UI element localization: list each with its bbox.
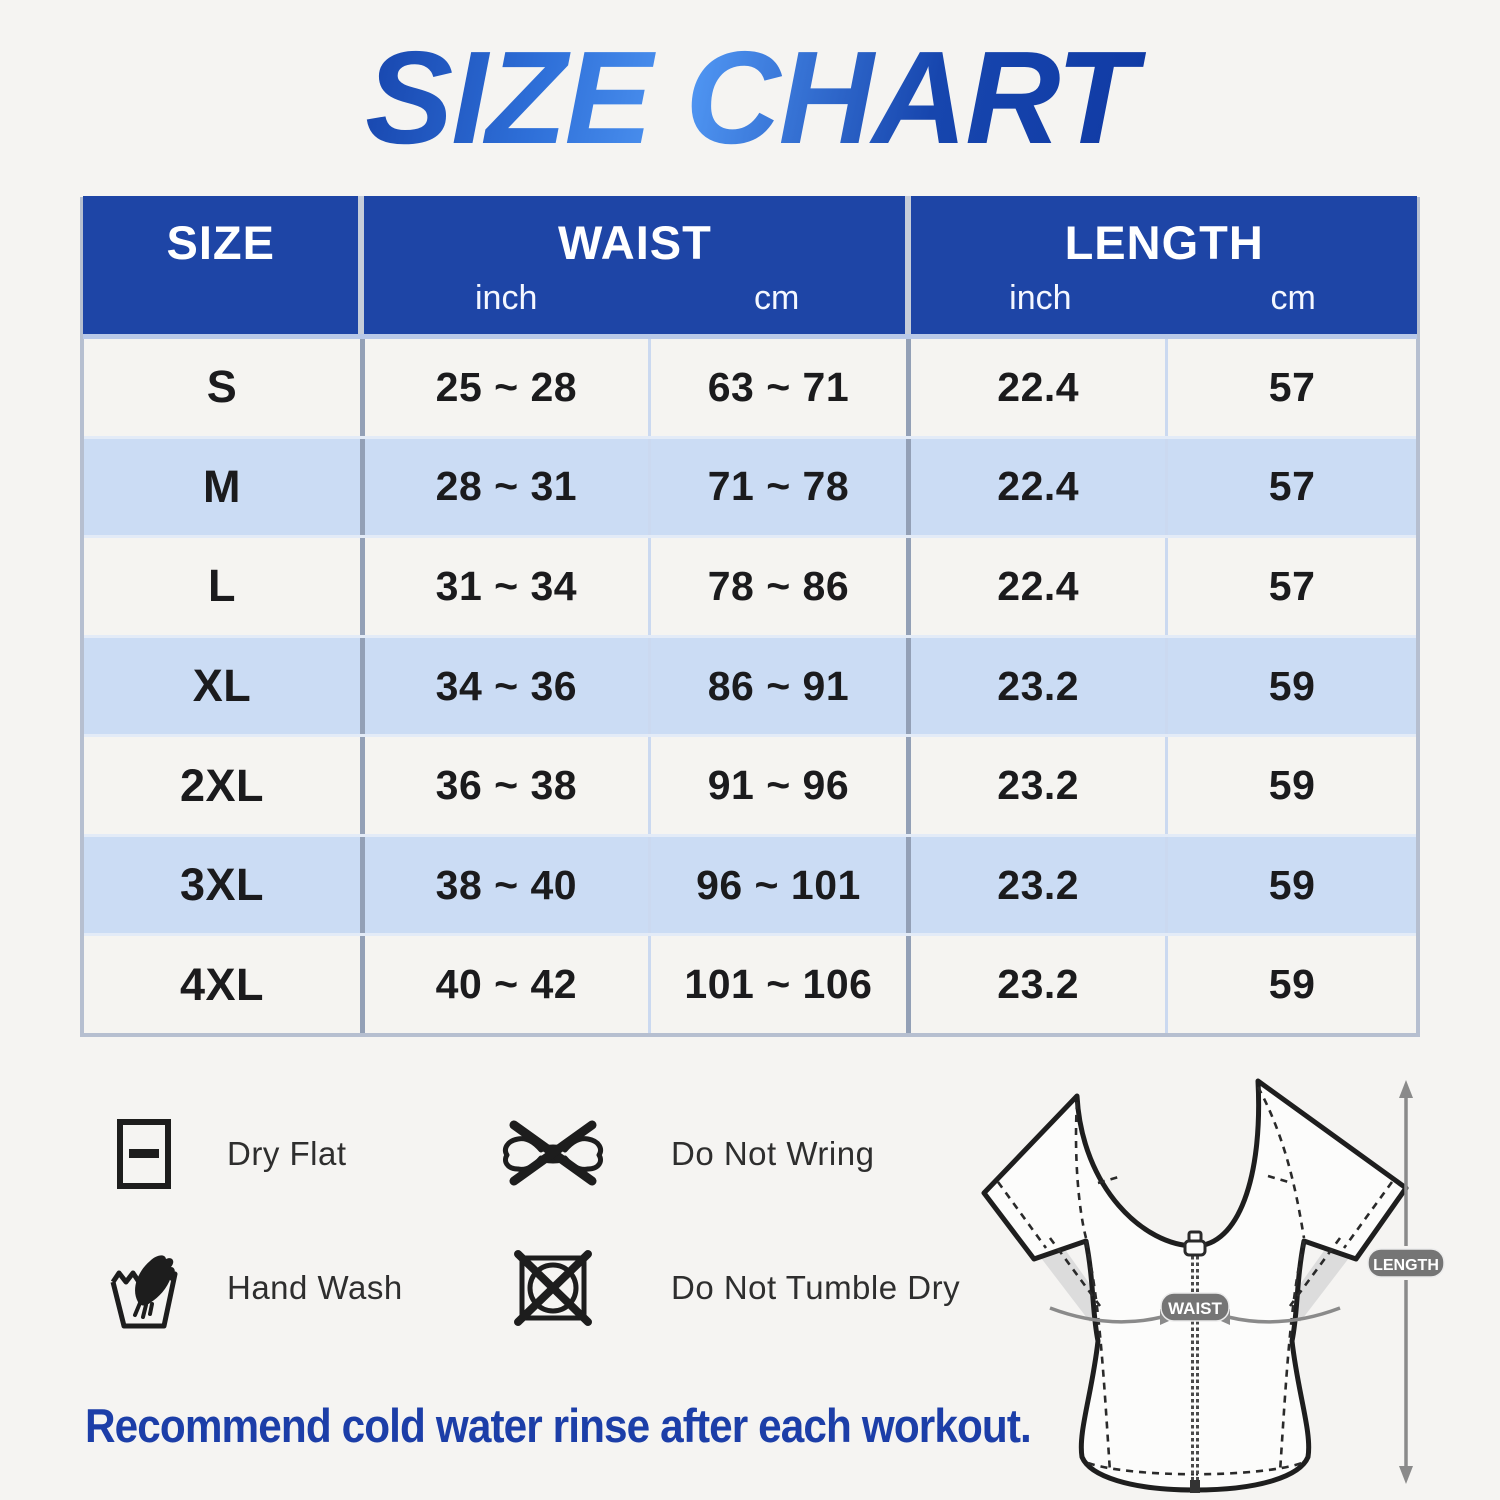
header-length-cell: LENGTH inch cm bbox=[911, 196, 1417, 334]
header-waist-cell: WAIST inch cm bbox=[364, 196, 912, 334]
cell-length-cm: 59 bbox=[1268, 861, 1316, 908]
header-length-units: inch cm bbox=[911, 273, 1417, 323]
cell-waist-inch: 40 ~ 42 bbox=[365, 936, 651, 1034]
cell-waist-cm: 91 ~ 96 bbox=[651, 737, 912, 834]
cell-length-inch: 22.4 bbox=[911, 438, 1169, 536]
cell-length-inch: 22.4 bbox=[911, 538, 1169, 635]
seam-stitch-lines bbox=[996, 1086, 1394, 1476]
cell-size: S bbox=[84, 339, 366, 436]
table-row-s: S 25 ~ 28 63 ~ 71 22.4 57 bbox=[84, 339, 1416, 436]
cell-length-inch: 23.2 bbox=[911, 737, 1169, 834]
table-row-l: L 31 ~ 34 78 ~ 86 22.4 57 bbox=[84, 535, 1416, 635]
do-not-wring-icon bbox=[483, 1117, 623, 1191]
care-label: Do Not Wring bbox=[671, 1135, 875, 1172]
header-waist-units: inch cm bbox=[364, 273, 905, 323]
cell-waist-cm: 78 ~ 86 bbox=[651, 538, 912, 635]
length-badge: LENGTH bbox=[1367, 1248, 1445, 1278]
table-row-4xl: 4XL 40 ~ 42 101 ~ 106 23.2 59 bbox=[84, 933, 1416, 1034]
cell-waist-cm: 63 ~ 71 bbox=[651, 339, 912, 436]
right-underarm-shade bbox=[1286, 1234, 1352, 1322]
waist-arrows bbox=[1049, 1306, 1341, 1324]
length-arrowhead-up bbox=[1399, 1080, 1413, 1098]
header-waist-cm-label: cm bbox=[753, 278, 800, 317]
care-note: Recommend cold water rinse after each wo… bbox=[85, 1399, 1032, 1452]
cell-size: 3XL bbox=[84, 836, 366, 934]
size-table-header: SIZE WAIST inch cm LENGTH inch cm bbox=[83, 196, 1417, 339]
cell-waist-cm: 96 ~ 101 bbox=[651, 836, 912, 934]
header-waist-label: WAIST bbox=[558, 215, 712, 269]
dry-flat-icon bbox=[85, 1118, 203, 1190]
cell-length-cm: 59 bbox=[1268, 961, 1316, 1008]
length-badge-label: LENGTH bbox=[1373, 1257, 1439, 1274]
cell-waist-inch: 28 ~ 31 bbox=[365, 438, 651, 536]
care-label: Do Not Tumble Dry bbox=[671, 1269, 961, 1306]
cell-waist-inch: 38 ~ 40 bbox=[365, 836, 651, 934]
waist-badge-label: WAIST bbox=[1168, 1299, 1222, 1318]
cell-length-cm: 57 bbox=[1268, 463, 1316, 510]
care-label: Dry Flat bbox=[227, 1135, 347, 1172]
page-title: SIZE CHART bbox=[0, 22, 1500, 173]
cell-length-cm: 57 bbox=[1268, 363, 1316, 410]
cell-length-inch: 23.2 bbox=[911, 836, 1169, 934]
do-not-tumble-dry-icon bbox=[483, 1250, 623, 1326]
cell-size: M bbox=[84, 438, 366, 536]
size-table: SIZE WAIST inch cm LENGTH inch cm S 25 ~ bbox=[80, 196, 1420, 1037]
care-item-dry-flat: Dry Flat bbox=[85, 1108, 347, 1200]
cell-waist-inch: 25 ~ 28 bbox=[365, 339, 651, 436]
cell-size: L bbox=[84, 538, 366, 635]
header-size-subrow bbox=[83, 273, 358, 323]
table-row-2xl: 2XL 36 ~ 38 91 ~ 96 23.2 59 bbox=[84, 734, 1416, 834]
cell-length-inch: 22.4 bbox=[911, 339, 1169, 436]
header-waist-inch-label: inch bbox=[475, 278, 538, 317]
cell-size: 4XL bbox=[84, 936, 366, 1034]
cell-length-cm: 59 bbox=[1268, 762, 1316, 809]
header-length-label: LENGTH bbox=[1064, 215, 1264, 269]
header-size-label: SIZE bbox=[166, 215, 275, 269]
cell-length-cm: 57 bbox=[1268, 562, 1316, 609]
cell-length-inch: 23.2 bbox=[911, 936, 1169, 1034]
left-underarm-shade bbox=[1038, 1234, 1104, 1322]
length-arrowhead-down bbox=[1399, 1466, 1413, 1484]
header-length-inch-label: inch bbox=[1009, 278, 1072, 317]
cell-waist-inch: 36 ~ 38 bbox=[365, 737, 651, 834]
garment-diagram: WAIST LENGTH bbox=[981, 1078, 1445, 1493]
care-item-do-not-wring: Do Not Wring bbox=[483, 1108, 874, 1200]
care-item-hand-wash: Hand Wash bbox=[85, 1238, 403, 1338]
cell-length-inch: 23.2 bbox=[911, 637, 1169, 735]
cell-waist-inch: 34 ~ 36 bbox=[365, 637, 651, 735]
cell-size: 2XL bbox=[84, 737, 366, 834]
table-row-m: M 28 ~ 31 71 ~ 78 22.4 57 bbox=[84, 435, 1416, 536]
waist-badge: WAIST bbox=[1160, 1292, 1230, 1322]
cell-waist-cm: 71 ~ 78 bbox=[651, 438, 912, 536]
header-size-cell: SIZE bbox=[83, 196, 365, 334]
table-row-xl: XL 34 ~ 36 86 ~ 91 23.2 59 bbox=[84, 634, 1416, 735]
table-row-3xl: 3XL 38 ~ 40 96 ~ 101 23.2 59 bbox=[84, 833, 1416, 934]
cell-waist-inch: 31 ~ 34 bbox=[365, 538, 651, 635]
zipper bbox=[1183, 1230, 1207, 1493]
care-label: Hand Wash bbox=[227, 1269, 403, 1306]
cell-size: XL bbox=[84, 637, 366, 735]
cell-waist-cm: 101 ~ 106 bbox=[651, 936, 912, 1034]
header-length-cm-label: cm bbox=[1270, 278, 1316, 317]
hand-wash-icon bbox=[85, 1244, 203, 1332]
cell-waist-cm: 86 ~ 91 bbox=[651, 637, 912, 735]
care-item-do-not-tumble-dry: Do Not Tumble Dry bbox=[483, 1238, 960, 1338]
cell-length-cm: 59 bbox=[1268, 662, 1316, 709]
